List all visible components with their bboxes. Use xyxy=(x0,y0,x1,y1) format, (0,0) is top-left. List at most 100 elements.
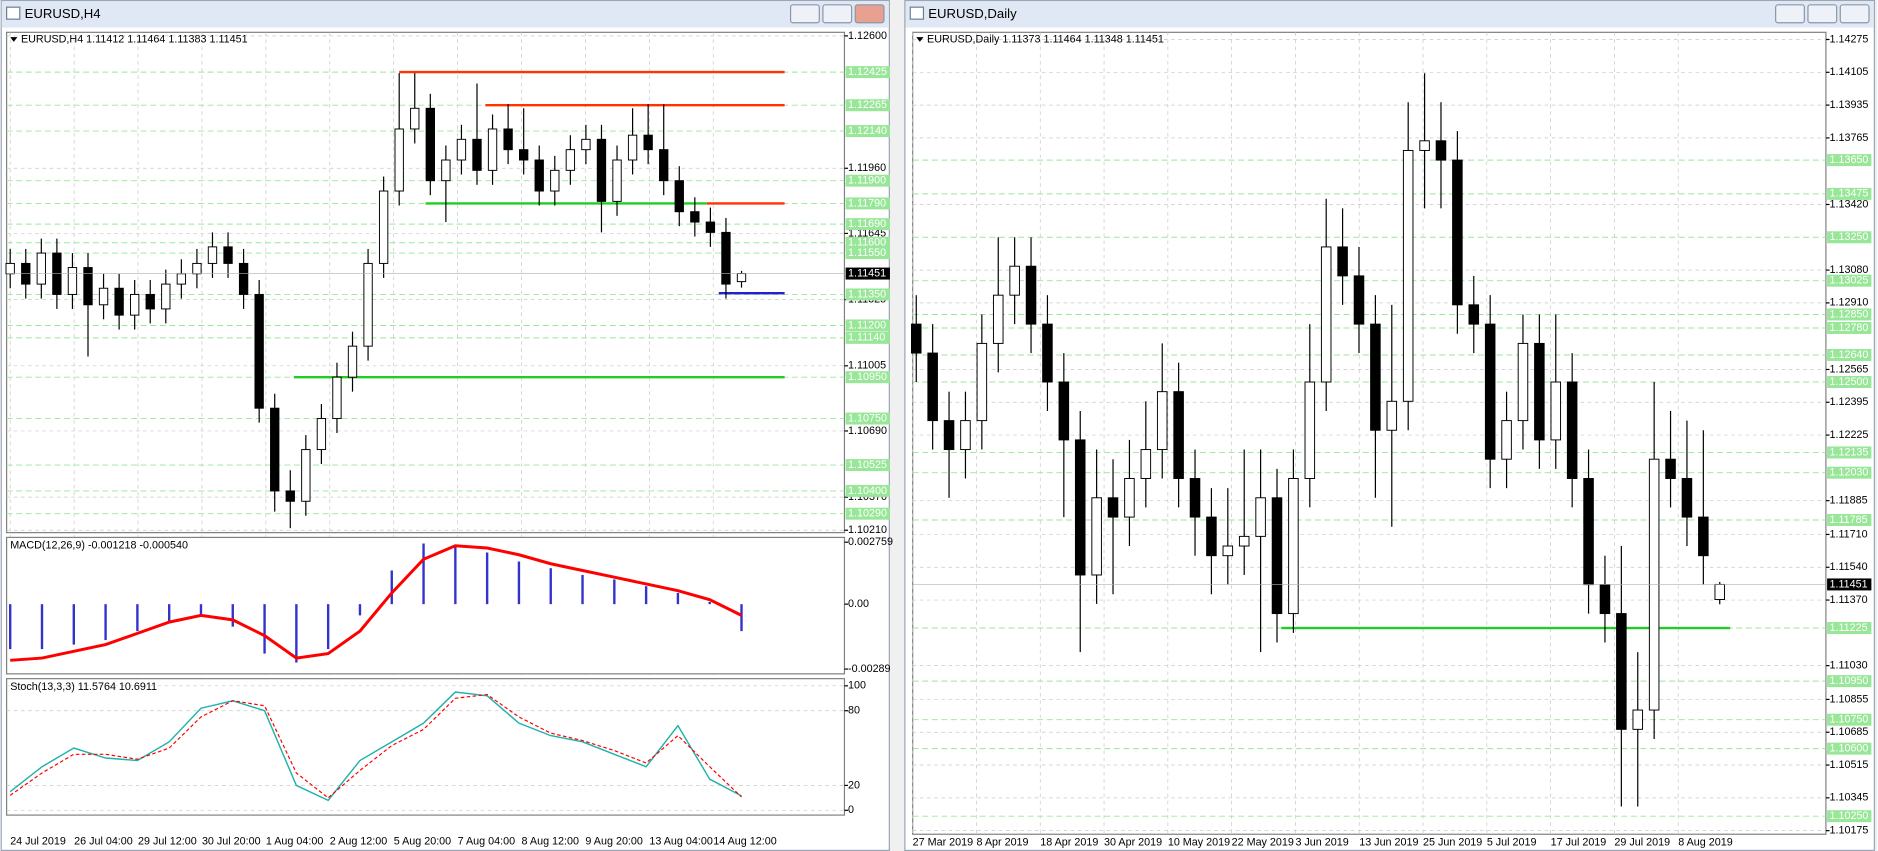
level-tag xyxy=(845,247,890,260)
candle-body xyxy=(1222,545,1234,557)
close-button[interactable] xyxy=(1839,4,1870,24)
candle-body xyxy=(114,287,124,316)
current-price-tag xyxy=(845,267,890,280)
price-label: 1.10690 xyxy=(848,425,887,437)
candle-body xyxy=(98,287,109,306)
macd-panel xyxy=(6,536,846,675)
maximize-button[interactable] xyxy=(822,4,853,24)
level-tag xyxy=(1827,446,1872,459)
candle-body xyxy=(1255,497,1266,537)
level-tag xyxy=(1827,154,1872,167)
candle-body xyxy=(1681,478,1693,518)
level-label: 1.12030 xyxy=(1829,467,1868,479)
candle-body xyxy=(1124,478,1135,518)
candle-body xyxy=(456,138,467,161)
candle-body xyxy=(1665,458,1676,479)
window-icon xyxy=(6,6,21,20)
maximize-button[interactable] xyxy=(1807,4,1838,24)
price-label: 1.12225 xyxy=(1829,429,1868,441)
candle-body xyxy=(441,159,451,182)
candle-body xyxy=(207,246,218,264)
level-label: 1.11790 xyxy=(848,197,886,209)
time-label: 9 Aug 20:00 xyxy=(585,835,642,847)
price-label: 1.11540 xyxy=(1829,561,1867,573)
level-label: 1.13025 xyxy=(1829,275,1868,287)
title-bar xyxy=(1,1,889,28)
candle-body xyxy=(1091,497,1102,576)
candle-body xyxy=(363,262,373,347)
price-label: 1.11710 xyxy=(1829,528,1867,540)
level-label: 1.11140 xyxy=(848,332,885,344)
price-label: 1.14105 xyxy=(1829,66,1868,78)
candle-body xyxy=(487,128,498,171)
chart-window: EURUSD,H4 24 Jul 2019 26 Jul 04:00 29 Jul 1… xyxy=(0,0,893,851)
candle-body xyxy=(301,449,311,502)
level-label: 1.12135 xyxy=(1829,446,1868,458)
candle-body xyxy=(1107,497,1119,518)
stoch-axis-label: 100 xyxy=(848,680,866,692)
time-label: 30 Apr 2019 xyxy=(1104,836,1162,848)
time-label: 8 Aug 12:00 xyxy=(522,835,579,847)
candle-body xyxy=(145,293,155,310)
price-label: 1.10345 xyxy=(1829,792,1868,804)
level-label: 1.13475 xyxy=(1829,188,1868,200)
candle-body xyxy=(976,342,988,422)
time-label: 26 Jul 04:00 xyxy=(74,835,133,847)
candle-body xyxy=(5,262,15,275)
price-label: 1.10855 xyxy=(1829,693,1868,705)
time-label: 14 Aug 12:00 xyxy=(713,835,776,847)
stoch-main-line xyxy=(9,691,742,802)
candle-body xyxy=(192,262,202,275)
level-tag xyxy=(845,218,890,231)
time-label: 8 Apr 2019 xyxy=(976,836,1028,848)
candle-body xyxy=(1616,613,1627,730)
header-arrow xyxy=(10,37,18,42)
minimize-button[interactable] xyxy=(1775,4,1805,24)
stoch-signal-line xyxy=(9,693,742,799)
window-title: EURUSD,Daily xyxy=(928,6,1017,21)
level-label: 1.13650 xyxy=(1829,154,1868,166)
candle-body xyxy=(927,352,938,422)
level-label: 1.11350 xyxy=(848,288,886,300)
stoch-axis-label: 80 xyxy=(848,705,860,717)
candle-body xyxy=(736,273,747,283)
level-label: 1.10950 xyxy=(848,371,887,383)
macd-label: MACD(12,26,9) -0.001218 -0.000540 xyxy=(10,540,188,552)
time-label: 29 Jul 2019 xyxy=(1614,836,1670,848)
minimize-button[interactable] xyxy=(789,4,820,24)
candle-body xyxy=(565,149,576,171)
level-tag xyxy=(845,331,890,344)
candle-body xyxy=(550,169,560,192)
title-bar xyxy=(905,1,1874,28)
candle-body xyxy=(1206,516,1217,557)
candle-body xyxy=(1698,516,1709,557)
time-label: 29 Jul 12:00 xyxy=(138,835,197,847)
candle-body xyxy=(238,262,249,295)
candle-body xyxy=(519,149,529,161)
price-label: 1.14275 xyxy=(1829,33,1868,45)
level-tag xyxy=(845,412,890,425)
level-label: 1.10525 xyxy=(848,459,887,471)
candle-body xyxy=(674,180,684,213)
macd-axis-label: 0.002759 xyxy=(848,536,893,548)
level-label: 1.12640 xyxy=(1829,349,1868,361)
price-label: 1.12600 xyxy=(848,30,887,42)
candle-body xyxy=(332,376,342,420)
candle-body xyxy=(503,128,513,151)
candle-body xyxy=(410,107,420,130)
level-tag xyxy=(1827,742,1872,755)
candle-body xyxy=(378,190,389,264)
level-label: 1.11900 xyxy=(848,175,886,187)
candle-body xyxy=(690,211,700,223)
level-label: 1.10400 xyxy=(848,485,887,497)
candle-body xyxy=(254,293,264,409)
close-button[interactable] xyxy=(854,4,885,24)
level-tag xyxy=(845,507,890,520)
level-tag xyxy=(845,459,890,472)
time-label: 24 Jul 2019 xyxy=(10,835,66,847)
level-tag xyxy=(845,484,890,497)
current-price-label: 1.11451 xyxy=(1829,578,1867,590)
level-tag xyxy=(1827,274,1872,287)
candle-body xyxy=(1583,478,1594,586)
